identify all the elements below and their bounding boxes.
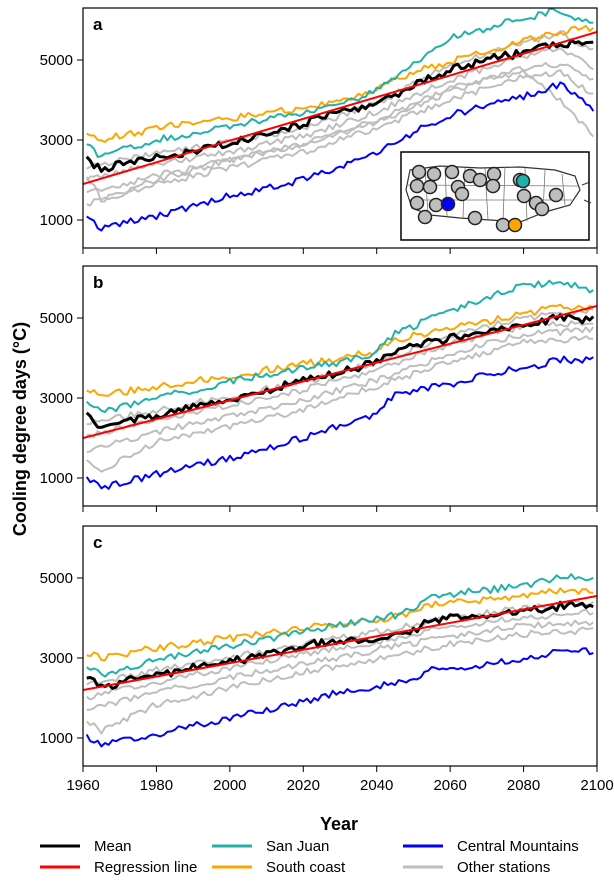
series-line-central-mountains xyxy=(86,81,595,232)
y-tick-label: 5000 xyxy=(40,570,73,587)
legend-label: Central Mountains xyxy=(457,838,579,855)
series-line-other xyxy=(85,47,594,182)
station-marker xyxy=(515,173,531,189)
legend-item: Mean xyxy=(40,838,132,855)
y-tick-label: 1000 xyxy=(40,730,73,747)
plot-area xyxy=(83,279,597,490)
series-line-regression xyxy=(83,595,597,691)
series-line-other xyxy=(86,335,594,473)
panels: 1000 3000 5000 a 1000 3000 5000 b 1000 3000 5000 19… xyxy=(40,7,614,794)
plot-area xyxy=(83,8,597,232)
series-line-other xyxy=(86,600,594,686)
x-tick-label: 2000 xyxy=(213,777,246,794)
x-axis-label: Year xyxy=(320,814,358,834)
x-tick-label: 1960 xyxy=(66,777,99,794)
x-tick-label: 2060 xyxy=(433,777,466,794)
series-line-other xyxy=(86,619,594,711)
station-marker xyxy=(428,197,444,213)
station-marker xyxy=(534,201,550,217)
station-marker xyxy=(472,172,488,188)
y-tick-label: 3000 xyxy=(40,650,73,667)
panel-label: a xyxy=(93,15,103,34)
series-line-south-coast xyxy=(86,24,594,143)
plot-frame xyxy=(82,525,598,767)
station-marker xyxy=(426,166,442,182)
y-tick-label: 5000 xyxy=(40,310,73,327)
x-tick-label: 1980 xyxy=(140,777,173,794)
station-marker xyxy=(409,195,425,211)
y-tick-label: 3000 xyxy=(40,132,73,149)
panel-label: b xyxy=(93,273,103,292)
station-marker xyxy=(411,164,427,180)
panel-b: 1000 3000 5000 b xyxy=(40,265,598,512)
station-marker xyxy=(422,179,438,195)
series-line-central-mountains xyxy=(85,355,594,490)
legend-item: San Juan xyxy=(212,838,329,855)
legend-item: South coast xyxy=(212,859,346,876)
panel-label: c xyxy=(93,533,102,552)
station-marker xyxy=(409,178,425,194)
station-marker xyxy=(495,217,511,233)
x-tick-label: 2020 xyxy=(287,777,320,794)
series-line-other xyxy=(86,69,594,207)
station-marker xyxy=(454,186,470,202)
legend: Mean San Juan Central Mountains Regression … xyxy=(40,838,579,876)
series-line-central-mountains xyxy=(85,647,594,748)
series-line-regression xyxy=(83,305,597,439)
legend-item: Regression line xyxy=(40,859,197,876)
x-tick-label: 2080 xyxy=(507,777,540,794)
panel-c: 1000 3000 5000 1960 1980 2000 2020 2040 2060 2080… xyxy=(40,525,614,794)
legend-item: Central Mountains xyxy=(403,838,579,855)
station-marker xyxy=(507,217,523,233)
legend-label: Other stations xyxy=(457,859,550,876)
x-tick-label: 2040 xyxy=(360,777,393,794)
legend-label: Mean xyxy=(94,838,132,855)
series-line-san-juan xyxy=(86,573,594,678)
y-axis-label: Cooling degree days (°C) xyxy=(10,322,30,536)
legend-label: San Juan xyxy=(266,838,329,855)
series-line-other xyxy=(85,626,594,735)
series-line-mean xyxy=(85,38,594,173)
x-tick-label: 2100 xyxy=(580,777,613,794)
legend-item: Other stations xyxy=(403,859,550,876)
plot-area xyxy=(83,573,597,748)
plot-frame xyxy=(82,7,598,249)
series-line-south-coast xyxy=(86,303,594,397)
legend-label: South coast xyxy=(266,859,346,876)
series-line-regression xyxy=(83,31,597,185)
y-tick-label: 1000 xyxy=(40,212,73,229)
y-tick-label: 5000 xyxy=(40,52,73,69)
station-marker xyxy=(467,210,483,226)
legend-label: Regression line xyxy=(94,859,197,876)
series-line-mean xyxy=(86,600,594,690)
station-marker xyxy=(440,196,456,212)
y-tick-label: 3000 xyxy=(40,390,73,407)
panel-a: 1000 3000 5000 a xyxy=(40,7,598,254)
series-line-san-juan xyxy=(86,279,594,413)
series-line-other xyxy=(86,608,594,701)
station-marker xyxy=(486,166,502,182)
station-marker xyxy=(548,187,564,203)
series-line-other xyxy=(85,69,595,203)
plot-frame xyxy=(82,265,598,507)
series-line-san-juan xyxy=(86,8,594,158)
station-marker xyxy=(417,209,433,225)
series-line-mean xyxy=(85,313,595,429)
station-marker xyxy=(485,178,501,194)
station-marker xyxy=(444,164,460,180)
series-line-other xyxy=(86,326,595,453)
y-tick-label: 1000 xyxy=(40,470,73,487)
station-marker xyxy=(516,188,532,204)
inset-map xyxy=(400,151,592,241)
